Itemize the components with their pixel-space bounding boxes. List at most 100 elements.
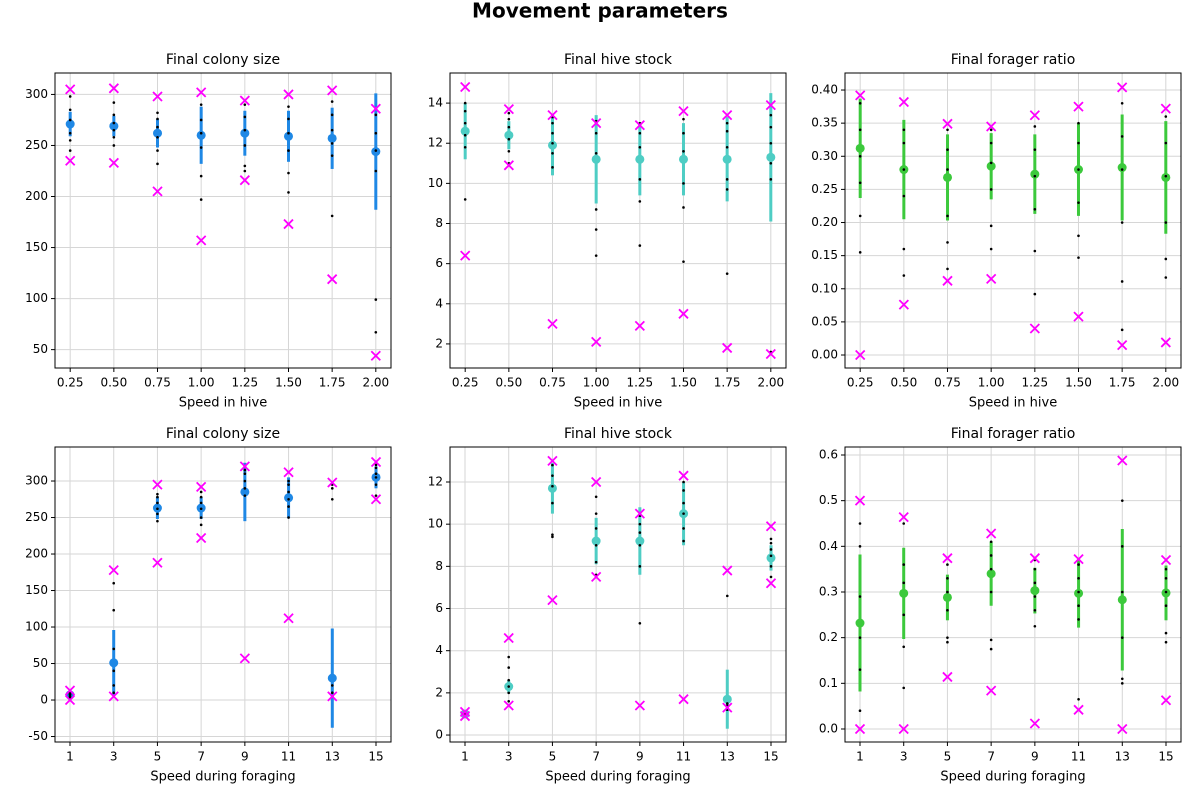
run-point	[199, 523, 203, 527]
run-point	[156, 149, 159, 152]
min-marker	[986, 273, 997, 284]
subplot: Final forager ratio 0.0 0.1 0.2 0.3 0.4 0.5 0.6…	[819, 426, 1182, 785]
x-tick-label: 13	[720, 750, 735, 764]
run-point	[507, 691, 511, 695]
run-point	[1120, 636, 1124, 639]
run-point	[682, 182, 685, 185]
min-marker	[239, 653, 250, 664]
run-point	[374, 463, 378, 467]
run-point	[989, 647, 993, 651]
x-tick-label: 1.00	[583, 376, 610, 390]
y-tick-label: 0.20	[811, 215, 838, 229]
min-marker	[678, 694, 689, 705]
min-marker	[722, 702, 733, 713]
x-tick-label: 1	[856, 750, 864, 764]
max-marker	[1117, 82, 1128, 93]
mean-point	[766, 152, 776, 162]
y-tick-label: 0.25	[811, 182, 838, 196]
max-marker	[942, 553, 953, 564]
run-point	[638, 244, 642, 247]
y-tick-label: 0	[435, 728, 443, 742]
x-tick-label: 11	[1071, 750, 1086, 764]
min-marker	[503, 160, 514, 171]
mean-point	[196, 130, 206, 140]
run-point	[507, 685, 511, 688]
run-point	[1164, 576, 1168, 580]
min-marker	[283, 218, 294, 230]
y-tick-label: -50	[28, 729, 48, 743]
run-point	[594, 527, 598, 530]
mean-point	[504, 130, 514, 140]
run-point	[507, 655, 511, 659]
run-point	[463, 101, 467, 105]
run-point	[68, 139, 72, 142]
run-point	[902, 522, 906, 525]
min-marker	[942, 671, 953, 683]
max-marker	[1073, 101, 1084, 112]
mean-point	[855, 143, 865, 153]
run-point	[902, 194, 906, 198]
min-marker	[196, 235, 207, 246]
max-marker	[239, 461, 250, 472]
run-point	[112, 691, 116, 695]
run-point	[156, 125, 159, 129]
run-point	[638, 178, 642, 181]
run-point	[507, 125, 511, 129]
x-tick-label: 15	[368, 750, 383, 764]
x-tick-label: 3	[505, 750, 513, 764]
y-tick-label: 0.4	[819, 539, 838, 553]
run-point	[1077, 604, 1080, 607]
min-marker	[327, 691, 338, 702]
mean-point	[1074, 588, 1084, 598]
mean-point	[1030, 169, 1040, 179]
min-marker	[64, 694, 76, 706]
run-point	[594, 543, 598, 547]
run-point	[374, 169, 378, 173]
run-point	[551, 484, 554, 488]
y-tick-label: 50	[33, 656, 48, 670]
run-point	[112, 608, 116, 612]
run-point	[507, 137, 511, 141]
x-tick-label: 1	[461, 750, 469, 764]
min-marker	[370, 350, 381, 361]
run-point	[1164, 276, 1168, 279]
y-tick-label: 0.40	[811, 83, 838, 97]
x-tick-label: 1.75	[714, 376, 741, 390]
figure-title: Movement parameters	[472, 0, 728, 23]
min-marker	[370, 494, 382, 505]
max-marker	[722, 565, 733, 576]
y-tick-label: 100	[25, 620, 48, 634]
max-marker	[765, 99, 776, 111]
y-tick-label: 0.35	[811, 116, 838, 130]
min-marker	[722, 342, 733, 354]
x-tick-label: 5	[944, 750, 952, 764]
x-tick-label: 5	[549, 750, 557, 764]
y-tick-label: 300	[25, 474, 48, 488]
y-tick-label: 0.30	[811, 149, 838, 163]
run-point	[725, 145, 729, 149]
run-point	[769, 541, 773, 545]
run-point	[989, 247, 993, 251]
run-point	[463, 133, 467, 137]
run-point	[594, 495, 598, 499]
max-marker	[196, 481, 207, 492]
run-point	[199, 174, 203, 178]
run-point	[374, 149, 378, 152]
max-marker	[283, 467, 294, 478]
run-point	[199, 103, 203, 106]
run-point	[199, 490, 203, 494]
min-marker	[1073, 311, 1084, 322]
min-marker	[1029, 323, 1040, 334]
min-marker	[678, 308, 689, 319]
x-tick-label: 1.00	[188, 376, 215, 390]
x-tick-label: 1.50	[275, 376, 302, 390]
run-point	[374, 494, 378, 497]
run-point	[1164, 631, 1168, 635]
run-point	[1120, 101, 1124, 105]
subplot: Final colony size 50 100 150 200 250 300 0.25 0.…	[25, 52, 392, 411]
run-point	[1120, 280, 1124, 283]
run-point	[902, 645, 906, 649]
run-point	[594, 131, 598, 135]
min-marker	[765, 578, 777, 589]
max-marker	[678, 470, 689, 481]
